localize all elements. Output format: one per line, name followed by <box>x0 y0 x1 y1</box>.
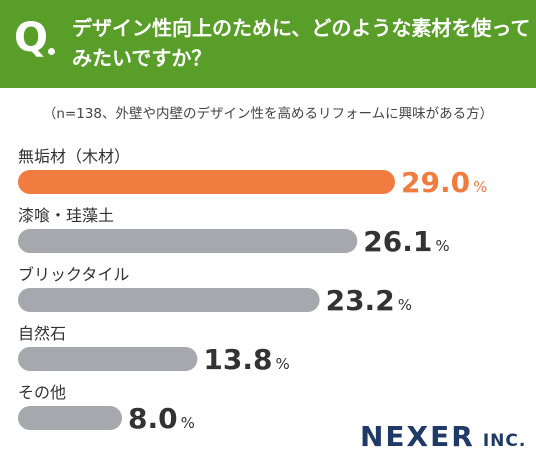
value-label: 8.0% <box>128 402 195 435</box>
value-label: 29.0% <box>401 166 487 199</box>
brand-name: NEXER <box>360 420 475 453</box>
value-label: 13.8% <box>203 343 289 376</box>
bar <box>18 406 122 430</box>
brand-logo: NEXER INC. <box>360 420 526 453</box>
category-label: その他 <box>18 383 66 402</box>
question-text: デザイン性向上のために、どのような素材を使ってみたいですか？ <box>72 16 531 70</box>
value-label: 26.1% <box>363 225 449 258</box>
bar <box>18 288 320 312</box>
category-label: 漆喰・珪藻土 <box>18 206 114 225</box>
brand-suffix: INC. <box>482 431 527 451</box>
question-mark: Q <box>14 15 49 61</box>
question-header: Q デザイン性向上のために、どのような素材を使ってみたいですか？ <box>0 0 536 88</box>
bar <box>18 170 395 194</box>
category-label: ブリックタイル <box>18 265 129 284</box>
question-mark-dot <box>48 48 55 55</box>
bar <box>18 347 198 371</box>
category-label: 無垢材（木材） <box>18 147 130 166</box>
bar <box>18 229 358 253</box>
category-label: 自然石 <box>18 324 66 343</box>
value-label: 23.2% <box>326 284 412 317</box>
sample-note: （n=138、外壁や内壁のデザイン性を高めるリフォームに興味がある方） <box>42 106 494 122</box>
